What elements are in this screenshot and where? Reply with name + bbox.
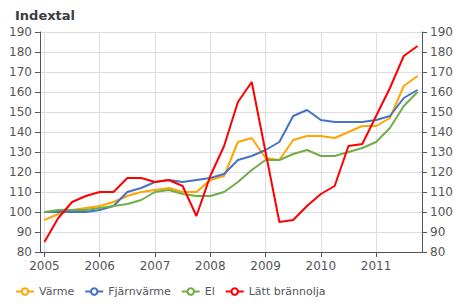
svg-text:100: 100 <box>9 205 32 219</box>
svg-text:190: 190 <box>9 25 32 39</box>
svg-text:2011: 2011 <box>361 259 392 273</box>
svg-text:150: 150 <box>9 105 32 119</box>
svg-text:2010: 2010 <box>306 259 337 273</box>
svg-text:Indextal: Indextal <box>15 8 75 23</box>
svg-text:140: 140 <box>9 125 32 139</box>
svg-text:190: 190 <box>430 25 453 39</box>
svg-text:180: 180 <box>9 45 32 59</box>
svg-text:110: 110 <box>9 185 32 199</box>
svg-text:80: 80 <box>17 245 32 259</box>
svg-text:120: 120 <box>9 165 32 179</box>
svg-text:150: 150 <box>430 105 453 119</box>
svg-text:100: 100 <box>430 205 453 219</box>
svg-text:2006: 2006 <box>84 259 115 273</box>
svg-text:2005: 2005 <box>29 259 60 273</box>
svg-text:90: 90 <box>430 225 445 239</box>
svg-text:Värme: Värme <box>39 285 74 298</box>
svg-text:130: 130 <box>9 145 32 159</box>
svg-text:110: 110 <box>430 185 453 199</box>
svg-text:Lätt brännolja: Lätt brännolja <box>249 285 326 298</box>
svg-text:130: 130 <box>430 145 453 159</box>
svg-text:180: 180 <box>430 45 453 59</box>
svg-text:120: 120 <box>430 165 453 179</box>
svg-text:Fjärnvärme: Fjärnvärme <box>108 285 171 298</box>
svg-text:140: 140 <box>430 125 453 139</box>
svg-text:160: 160 <box>9 85 32 99</box>
svg-text:80: 80 <box>430 245 445 259</box>
svg-text:170: 170 <box>9 65 32 79</box>
svg-text:2007: 2007 <box>140 259 171 273</box>
svg-text:170: 170 <box>430 65 453 79</box>
svg-text:2008: 2008 <box>195 259 226 273</box>
svg-text:160: 160 <box>430 85 453 99</box>
svg-text:2009: 2009 <box>250 259 281 273</box>
svg-text:El: El <box>205 285 215 298</box>
svg-text:90: 90 <box>17 225 32 239</box>
